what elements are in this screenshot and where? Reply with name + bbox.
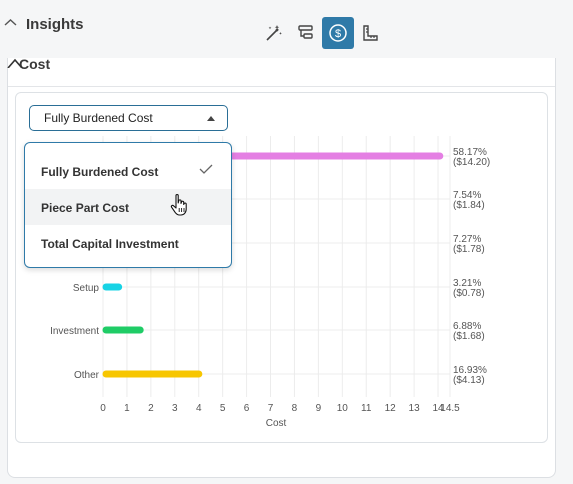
value-label: ($1.78): [453, 244, 485, 255]
value-label: ($14.20): [453, 157, 490, 168]
x-tick-label: 4: [196, 403, 202, 414]
x-tick-label: 9: [316, 403, 322, 414]
ruler-button[interactable]: [354, 17, 386, 49]
x-tick-label: 1: [124, 403, 130, 414]
cost-section-title: Cost: [7, 56, 51, 72]
category-label: Setup: [73, 283, 100, 294]
dropdown-option-label: Piece Part Cost: [41, 201, 130, 215]
category-label: Other: [74, 370, 100, 381]
cost-type-dropdown: Fully Burdened Cost Piece Part Cost Tota…: [24, 142, 232, 268]
section-divider: [8, 86, 555, 87]
percent-label: 3.21%: [453, 278, 481, 289]
cost-section-label: Cost: [19, 56, 51, 72]
dropdown-option-fully-burdened-cost[interactable]: Fully Burdened Cost: [25, 153, 231, 189]
x-tick-label: 13: [409, 403, 421, 414]
x-tick-label: 7: [268, 403, 274, 414]
x-tick-label: 10: [337, 403, 349, 414]
x-tick-label: 2: [148, 403, 154, 414]
percent-label: 7.27%: [453, 234, 481, 245]
category-label: Investment: [50, 326, 99, 337]
collapse-chevron-icon[interactable]: [4, 17, 17, 27]
dropdown-option-total-capital-investment[interactable]: Total Capital Investment: [25, 225, 231, 261]
value-label: ($1.84): [453, 200, 485, 211]
check-icon: [199, 164, 213, 174]
hand-cursor-icon: [170, 194, 187, 216]
flow-button[interactable]: [290, 17, 322, 49]
cost-type-select-value: Fully Burdened Cost: [44, 111, 153, 125]
x-tick-label: 12: [385, 403, 397, 414]
ruler-icon: [363, 25, 378, 41]
insights-header: Insights $: [0, 0, 573, 58]
x-axis-title: Cost: [266, 418, 287, 429]
value-label: ($4.13): [453, 375, 485, 386]
x-tick-label: 5: [220, 403, 226, 414]
percent-label: 6.88%: [453, 321, 481, 332]
dropdown-option-label: Total Capital Investment: [41, 237, 179, 251]
magic-wand-button[interactable]: [258, 17, 290, 49]
percent-label: 16.93%: [453, 365, 487, 376]
value-label: ($1.68): [453, 331, 485, 342]
percent-label: 58.17%: [453, 147, 487, 158]
percent-label: 7.54%: [453, 190, 481, 201]
caret-up-icon: [207, 116, 215, 121]
x-tick-label: 14.5: [440, 403, 460, 414]
dollar-icon: $: [329, 24, 347, 42]
dropdown-option-piece-part-cost[interactable]: Piece Part Cost: [25, 189, 231, 225]
insights-title: Insights: [26, 16, 84, 33]
x-tick-label: 11: [361, 403, 372, 414]
flow-icon: [298, 25, 313, 39]
magic-wand-icon: [266, 25, 282, 41]
cost-section-icon: [7, 58, 23, 68]
dropdown-option-label: Fully Burdened Cost: [41, 165, 159, 179]
x-tick-label: 8: [292, 403, 298, 414]
value-label: ($0.78): [453, 288, 485, 299]
x-tick-label: 3: [172, 403, 178, 414]
svg-text:$: $: [335, 28, 341, 40]
cost-type-select[interactable]: Fully Burdened Cost: [29, 105, 228, 131]
x-tick-label: 0: [100, 403, 106, 414]
cost-button[interactable]: $: [322, 17, 354, 49]
x-tick-label: 6: [244, 403, 250, 414]
x-tick-label: 14: [432, 403, 444, 414]
